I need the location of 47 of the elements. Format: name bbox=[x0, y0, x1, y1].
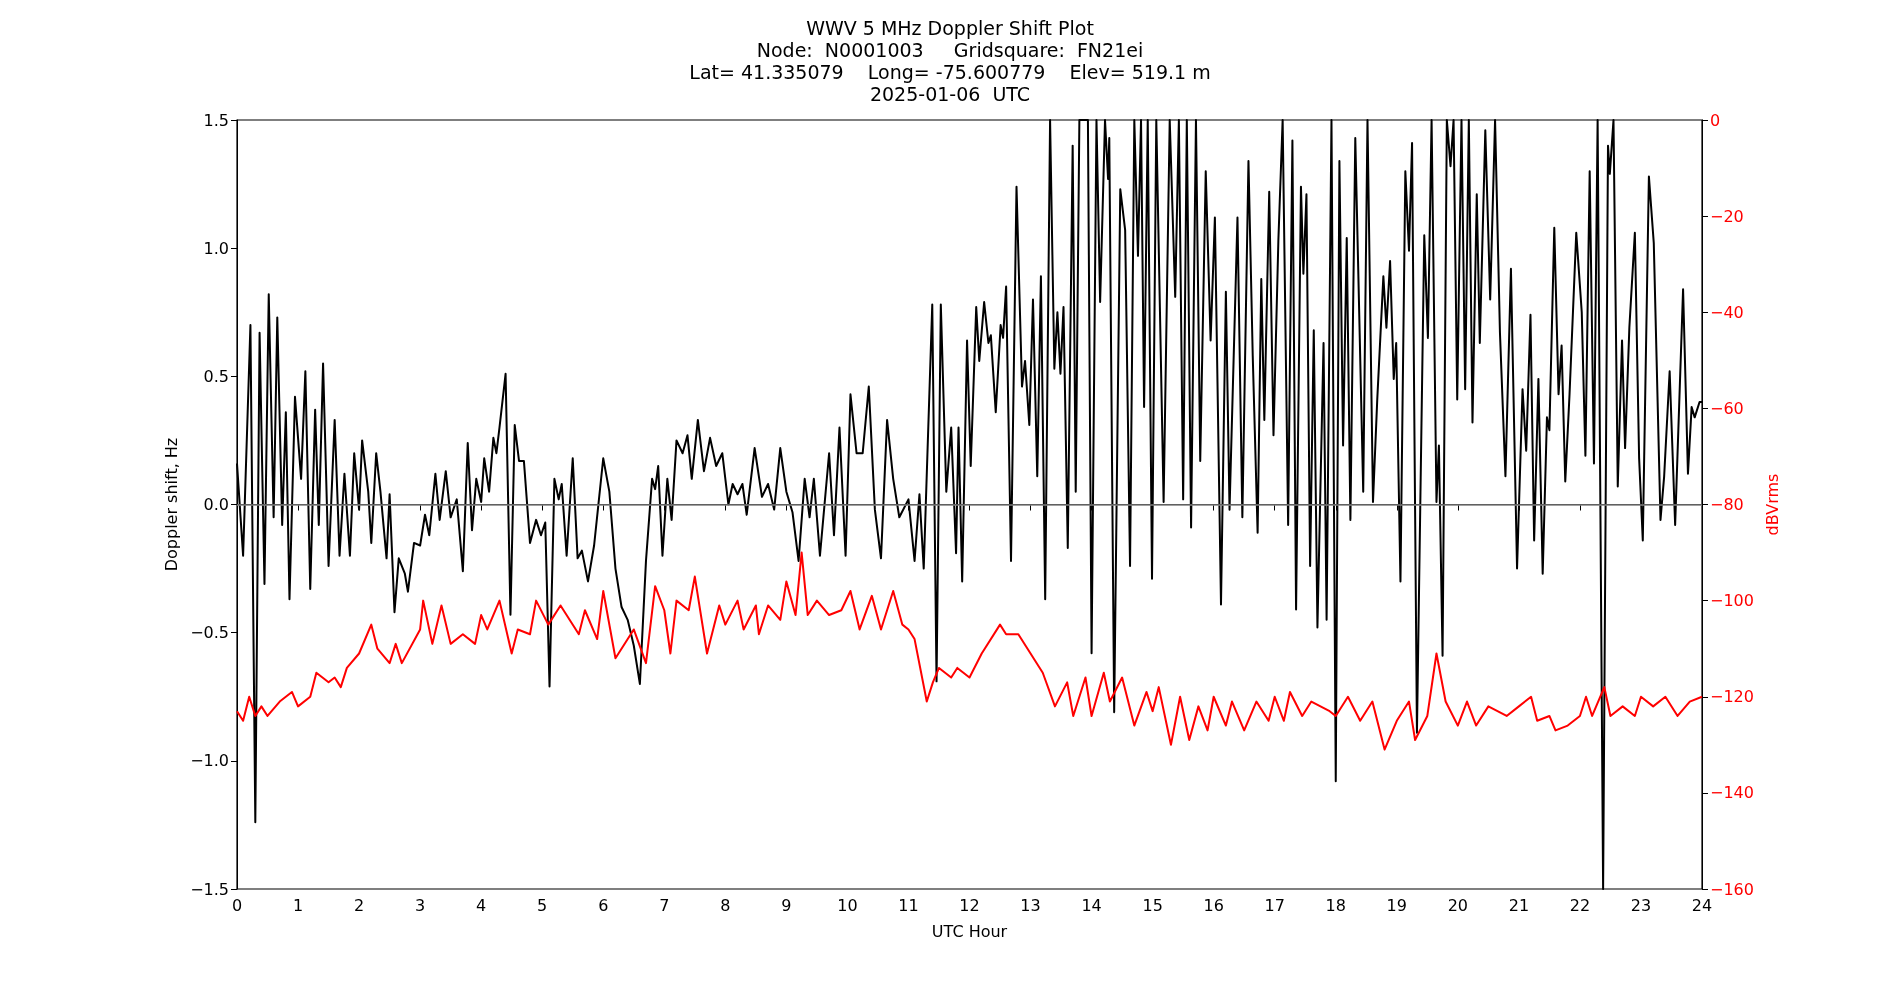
x-tick-label: 20 bbox=[1447, 895, 1469, 915]
x-tick-label: 12 bbox=[959, 895, 980, 915]
x-axis-title: UTC Hour bbox=[931, 921, 1008, 941]
y2-tick-label: −20 bbox=[1710, 206, 1744, 226]
x-tick-label: 8 bbox=[720, 895, 731, 915]
y-tick-label: 1.5 bbox=[203, 110, 229, 130]
chart-title: WWV 5 MHz Doppler Shift Plot bbox=[806, 17, 1094, 39]
y2-axis-title: dBVrms bbox=[1763, 473, 1783, 536]
x-tick-label: 18 bbox=[1325, 895, 1346, 915]
x-tick-label: 14 bbox=[1081, 895, 1102, 915]
x-tick-label: 6 bbox=[598, 895, 609, 915]
y2-tick-label: −140 bbox=[1710, 783, 1754, 803]
y-tick-label: 0.5 bbox=[203, 366, 229, 386]
x-tick-label: 9 bbox=[781, 895, 792, 915]
x-tick-label: 2 bbox=[353, 895, 365, 915]
x-tick-label: 4 bbox=[476, 895, 487, 915]
y-tick-label: 1.0 bbox=[203, 238, 229, 258]
y2-tick-label: −60 bbox=[1710, 398, 1744, 418]
x-tick-label: 21 bbox=[1508, 895, 1530, 915]
x-tick-label: 22 bbox=[1569, 895, 1591, 915]
y2-tick-label: −120 bbox=[1710, 687, 1754, 707]
x-tick-label: 3 bbox=[415, 895, 426, 915]
x-tick-label: 0 bbox=[231, 895, 243, 915]
y2-tick-label: −80 bbox=[1710, 495, 1744, 514]
y-tick-label: −0.5 bbox=[190, 623, 229, 643]
x-tick-label: 5 bbox=[537, 895, 548, 915]
y-tick-label: −1.0 bbox=[190, 751, 229, 771]
y-tick-label: −1.5 bbox=[190, 879, 229, 899]
y2-tick-label: −160 bbox=[1710, 879, 1754, 899]
x-tick-label: 13 bbox=[1020, 895, 1041, 915]
x-tick-label: 11 bbox=[898, 895, 919, 915]
x-tick-label: 23 bbox=[1630, 895, 1652, 915]
x-tick-label: 17 bbox=[1264, 895, 1285, 915]
x-tick-label: 24 bbox=[1691, 895, 1713, 915]
y2-tick-label: −100 bbox=[1710, 591, 1754, 611]
x-tick-label: 1 bbox=[292, 895, 304, 915]
x-tick-label: 15 bbox=[1142, 895, 1163, 915]
line-series bbox=[236, 551, 1703, 751]
x-tick-label: 7 bbox=[659, 895, 670, 915]
y2-tick-label: −40 bbox=[1710, 302, 1744, 322]
x-tick-label: 16 bbox=[1203, 895, 1224, 915]
chart-subtitle: Node: N0001003 Gridsquare: FN21ei Lat= 41.335079 Long= -75.600779 Elev= 519.1 m 2025-01-06 UTC bbox=[689, 39, 1211, 105]
y-axis-title: Doppler shift, Hz bbox=[161, 437, 181, 572]
x-tick-label: 19 bbox=[1386, 895, 1407, 915]
y-tick-label: 0.0 bbox=[203, 495, 229, 514]
x-tick-label: 10 bbox=[837, 895, 858, 915]
y2-tick-label: 0 bbox=[1710, 110, 1721, 130]
